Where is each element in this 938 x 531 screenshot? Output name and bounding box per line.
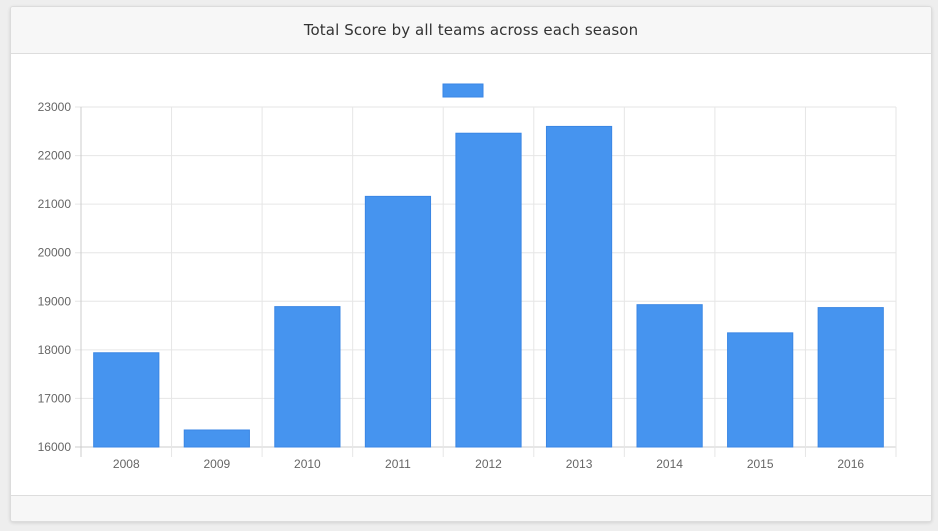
- y-tick-label: 18000: [38, 343, 72, 357]
- bar-2010: [274, 306, 341, 448]
- y-tick-label: 22000: [38, 149, 72, 163]
- x-tick-label: 2011: [385, 457, 411, 471]
- x-tick-label: 2012: [475, 457, 502, 471]
- y-tick-label: 20000: [38, 246, 72, 260]
- card-body: 16000 17000 18000 19000 20000 21000 22000 23000…: [11, 54, 931, 494]
- x-tick-label: 2013: [566, 457, 593, 471]
- y-tick-label: 17000: [38, 391, 72, 405]
- x-tick-label: 2014: [656, 457, 683, 471]
- bar-2015: [727, 332, 794, 448]
- x-tick-label: 2015: [747, 457, 774, 471]
- x-tick-label: 2016: [837, 457, 864, 471]
- bar-2011: [364, 195, 432, 448]
- y-tick-label: 19000: [38, 294, 72, 308]
- chart-card: Total Score by all teams across each sea…: [10, 6, 932, 522]
- y-tick-label: 16000: [38, 440, 72, 454]
- x-tick-label: 2009: [203, 457, 230, 471]
- legend-swatch: [442, 83, 484, 98]
- bar-2014: [636, 304, 703, 448]
- card-footer: [11, 495, 931, 521]
- bar-2016: [817, 307, 884, 448]
- bar-2012: [455, 132, 522, 448]
- chart-title: Total Score by all teams across each sea…: [303, 21, 639, 39]
- x-tick-label: 2008: [113, 457, 140, 471]
- bar-chart: 16000 17000 18000 19000 20000 21000 22000 23000…: [38, 83, 897, 471]
- bar-2013: [545, 125, 613, 448]
- y-tick-label: 23000: [38, 100, 72, 114]
- bar-2009: [183, 429, 250, 448]
- x-tick-label: 2010: [294, 457, 321, 471]
- bar-2008: [93, 352, 160, 448]
- card-header: Total Score by all teams across each sea…: [11, 7, 931, 54]
- y-tick-label: 21000: [38, 197, 72, 211]
